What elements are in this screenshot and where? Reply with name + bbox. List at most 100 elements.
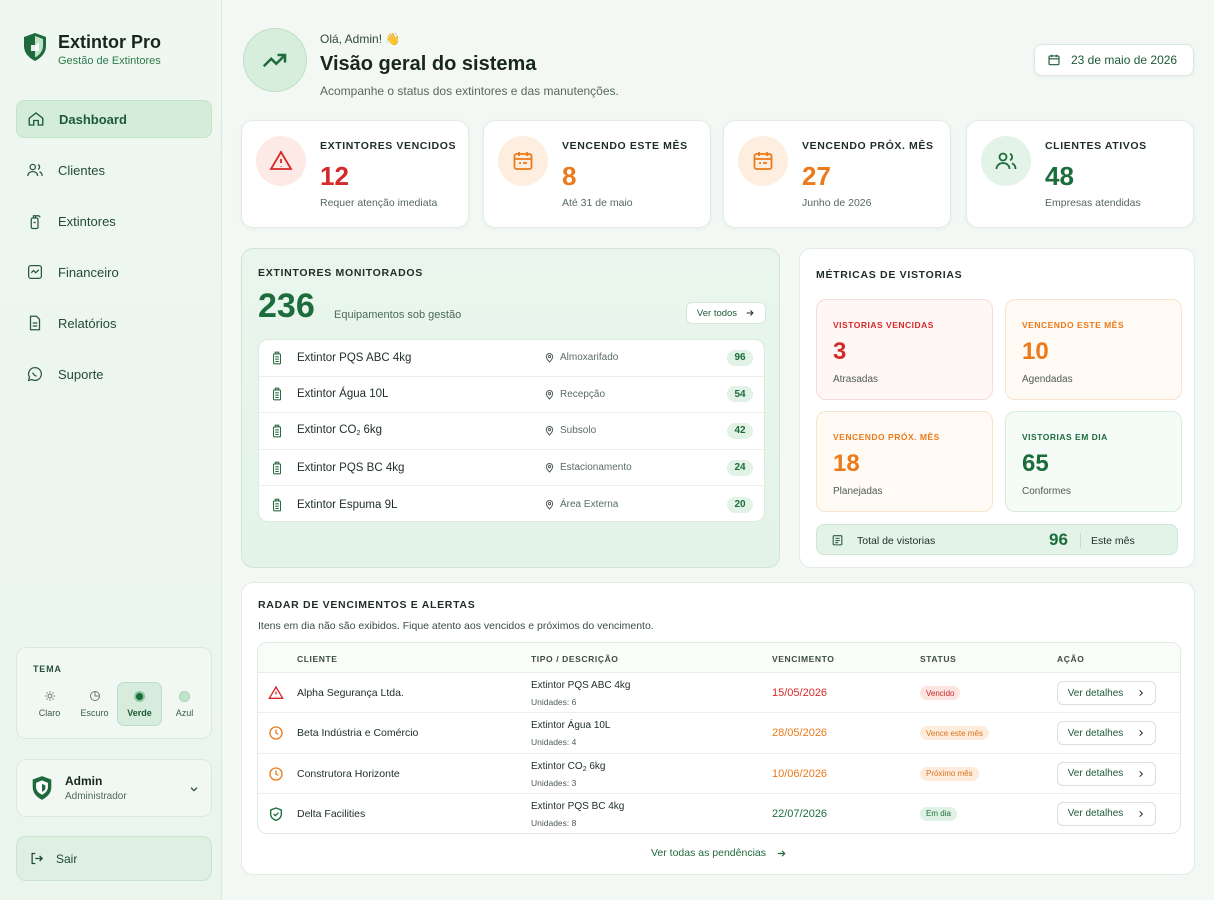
- nav-item-relatorios[interactable]: Relatórios: [16, 304, 212, 342]
- stat-value: 48: [1045, 161, 1074, 191]
- column-header: STATUS: [920, 654, 957, 664]
- theme-title: TEMA: [33, 664, 62, 674]
- alerts-table: CLIENTE TIPO / DESCRIÇÃO VENCIMENTO STAT…: [257, 642, 1181, 834]
- list-item[interactable]: Extintor CO2 6kg Subsolo 42: [259, 413, 764, 450]
- view-details-button[interactable]: Ver detalhes: [1057, 721, 1156, 746]
- stat-desc: Requer atenção imediata: [320, 197, 438, 209]
- metric-card-em-dia[interactable]: VISTORIAS EM DIA 65 Conformes: [1005, 411, 1182, 512]
- item-name: Extintor CO2 6kg: [297, 424, 383, 438]
- page-subtitle: Acompanhe o status dos extintores e das …: [320, 84, 619, 98]
- extinguisher-icon: [271, 461, 283, 475]
- units: Unidades: 3: [531, 777, 577, 788]
- location: Estacionamento: [545, 462, 632, 473]
- metric-card-este-mes[interactable]: VENCENDO ESTE MÊS 10 Agendadas: [1005, 299, 1182, 400]
- theme-option-escuro[interactable]: Escuro: [72, 682, 117, 726]
- nav-item-label: Financeiro: [58, 264, 119, 280]
- list-item[interactable]: Extintor PQS BC 4kg Estacionamento 24: [259, 450, 764, 487]
- table-header: CLIENTE TIPO / DESCRIÇÃO VENCIMENTO STAT…: [258, 643, 1180, 673]
- stat-card-clientes[interactable]: CLIENTES ATIVOS 48 Empresas atendidas: [966, 120, 1194, 228]
- inspection-total-bar: Total de vistorias 96 Este mês: [816, 524, 1178, 555]
- brand: Extintor Pro Gestão de Extintores: [22, 32, 161, 67]
- nav-item-suporte[interactable]: Suporte: [16, 355, 212, 393]
- nav-item-extintores[interactable]: Extintores: [16, 202, 212, 240]
- list-item[interactable]: Extintor Espuma 9L Área Externa 20: [259, 486, 764, 521]
- total-value: 96: [1049, 530, 1068, 549]
- metric-card-prox-mes[interactable]: VENCENDO PRÓX. MÊS 18 Planejadas: [816, 411, 993, 512]
- nav-item-dashboard[interactable]: Dashboard: [16, 100, 212, 138]
- list-item[interactable]: Extintor Água 10L Recepção 54: [259, 377, 764, 414]
- chevron-right-icon: [1137, 729, 1145, 737]
- metric-label: VENCENDO PRÓX. MÊS: [833, 432, 940, 442]
- pin-icon: [545, 389, 554, 400]
- shield-check-icon: [268, 806, 284, 822]
- nav-item-financeiro[interactable]: Financeiro: [16, 253, 212, 291]
- status-badge: Vencido: [920, 686, 961, 700]
- logout-button[interactable]: Sair: [16, 836, 212, 881]
- metric-value: 10: [1022, 338, 1049, 365]
- item-name: Extintor Espuma 9L: [297, 498, 398, 511]
- stat-card-este-mes[interactable]: VENCENDO ESTE MÊS 8 Até 31 de maio: [483, 120, 711, 228]
- view-all-button[interactable]: Ver todos: [686, 302, 766, 324]
- chat-icon: [26, 365, 44, 383]
- view-details-button[interactable]: Ver detalhes: [1057, 801, 1156, 826]
- stat-value: 12: [320, 161, 349, 191]
- shield-avatar-icon: [31, 775, 53, 801]
- stat-card-prox-mes[interactable]: VENCENDO PRÓX. MÊS 27 Junho de 2026: [723, 120, 951, 228]
- column-header: VENCIMENTO: [772, 654, 835, 664]
- metric-desc: Planejadas: [833, 486, 883, 497]
- metric-desc: Atrasadas: [833, 374, 879, 385]
- count-badge: 96: [727, 349, 753, 366]
- nav-item-label: Relatórios: [58, 315, 117, 331]
- theme-option-claro[interactable]: Claro: [27, 682, 72, 726]
- extinguisher-icon: [271, 387, 283, 401]
- logout-label: Sair: [56, 851, 78, 866]
- user-menu[interactable]: Admin Administrador: [16, 759, 212, 817]
- main-nav: Dashboard Clientes Extintores Financeiro…: [16, 100, 212, 406]
- warning-icon: [268, 685, 284, 701]
- pin-icon: [545, 462, 554, 473]
- nav-item-clientes[interactable]: Clientes: [16, 151, 212, 189]
- client-name: Delta Facilities: [297, 807, 366, 820]
- count-badge: 20: [727, 496, 753, 513]
- logout-icon: [29, 851, 44, 866]
- column-header: TIPO / DESCRIÇÃO: [531, 654, 619, 664]
- stat-card-vencidos[interactable]: EXTINTORES VENCIDOS 12 Requer atenção im…: [241, 120, 469, 228]
- users-icon: [981, 136, 1031, 186]
- button-label: Ver detalhes: [1067, 808, 1124, 820]
- stat-desc: Até 31 de maio: [562, 197, 633, 209]
- list-item[interactable]: Extintor PQS ABC 4kg Almoxarifado 96: [259, 340, 764, 377]
- radar-panel: RADAR DE VENCIMENTOS E ALERTAS Itens em …: [241, 582, 1195, 875]
- item-name: Extintor PQS ABC 4kg: [297, 351, 412, 364]
- extinguisher-icon: [271, 424, 283, 438]
- theme-option-azul[interactable]: Azul: [162, 682, 207, 726]
- stat-desc: Empresas atendidas: [1045, 197, 1141, 209]
- metric-value: 18: [833, 450, 860, 477]
- location-label: Área Externa: [560, 499, 619, 511]
- stat-value: 27: [802, 161, 831, 191]
- pin-icon: [545, 499, 554, 510]
- shield-logo-icon: [22, 32, 48, 62]
- arrow-right-icon: [776, 848, 787, 859]
- moon-icon: [89, 690, 101, 702]
- nav-item-label: Clientes: [58, 162, 105, 178]
- units: Unidades: 4: [531, 737, 577, 748]
- view-all-pending-link[interactable]: Ver todas as pendências: [242, 847, 1196, 859]
- total-period: Este mês: [1091, 535, 1135, 547]
- total-label: Total de vistorias: [857, 535, 936, 547]
- pin-icon: [545, 352, 554, 363]
- theme-option-verde[interactable]: Verde: [117, 682, 162, 726]
- date-picker[interactable]: 23 de maio de 2026: [1034, 44, 1194, 76]
- column-header: CLIENTE: [297, 654, 338, 664]
- app-title: Extintor Pro: [58, 32, 162, 52]
- metric-card-vencidas[interactable]: VISTORIAS VENCIDAS 3 Atrasadas: [816, 299, 993, 400]
- theme-option-label: Azul: [175, 707, 194, 718]
- calendar-icon: [738, 136, 788, 186]
- view-details-button[interactable]: Ver detalhes: [1057, 761, 1156, 786]
- view-details-button[interactable]: Ver detalhes: [1057, 681, 1156, 705]
- green-swatch: [134, 690, 145, 702]
- pin-icon: [545, 425, 554, 437]
- location-label: Recepção: [560, 388, 606, 400]
- extinguisher-list: Extintor PQS ABC 4kg Almoxarifado 96 Ext…: [258, 339, 765, 522]
- stat-value: 8: [562, 161, 577, 191]
- greeting: Olá, Admin! 👋: [320, 32, 401, 46]
